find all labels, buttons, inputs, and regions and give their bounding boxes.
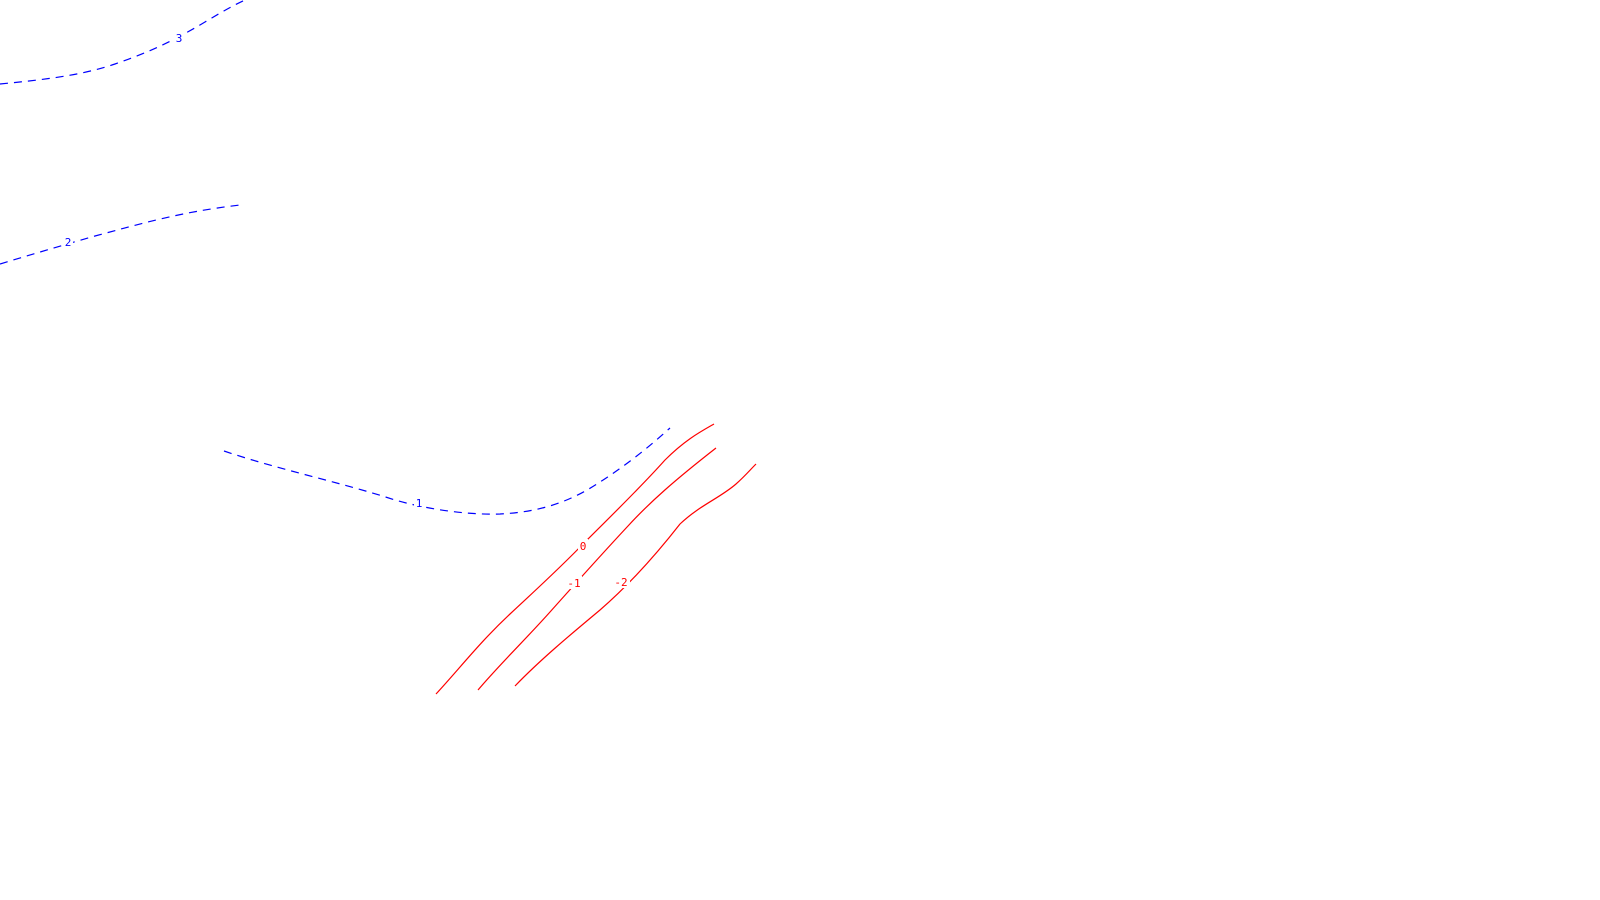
- contour-label-0: 0: [580, 540, 587, 553]
- contour-label-2: 2: [65, 236, 72, 249]
- contour-path-1: [223, 427, 671, 515]
- contour-line-neg-1: -1: [477, 447, 717, 691]
- contour-line-neg-2: -2: [514, 463, 757, 687]
- contour-path-neg-1: [477, 447, 717, 691]
- contour-label-neg-1: -1: [567, 577, 580, 590]
- contour-path-neg-2: [514, 463, 757, 687]
- contour-label-1: 1: [416, 497, 423, 510]
- contour-line-2: 2: [0, 204, 241, 265]
- contour-label-3: 3: [176, 32, 183, 45]
- contour-line-1: 1: [223, 427, 671, 515]
- contour-line-3: 3: [0, 0, 246, 85]
- contour-label-neg-2: -2: [614, 576, 627, 589]
- contour-line-0: 0: [435, 423, 715, 695]
- contour-path-2: [0, 204, 241, 265]
